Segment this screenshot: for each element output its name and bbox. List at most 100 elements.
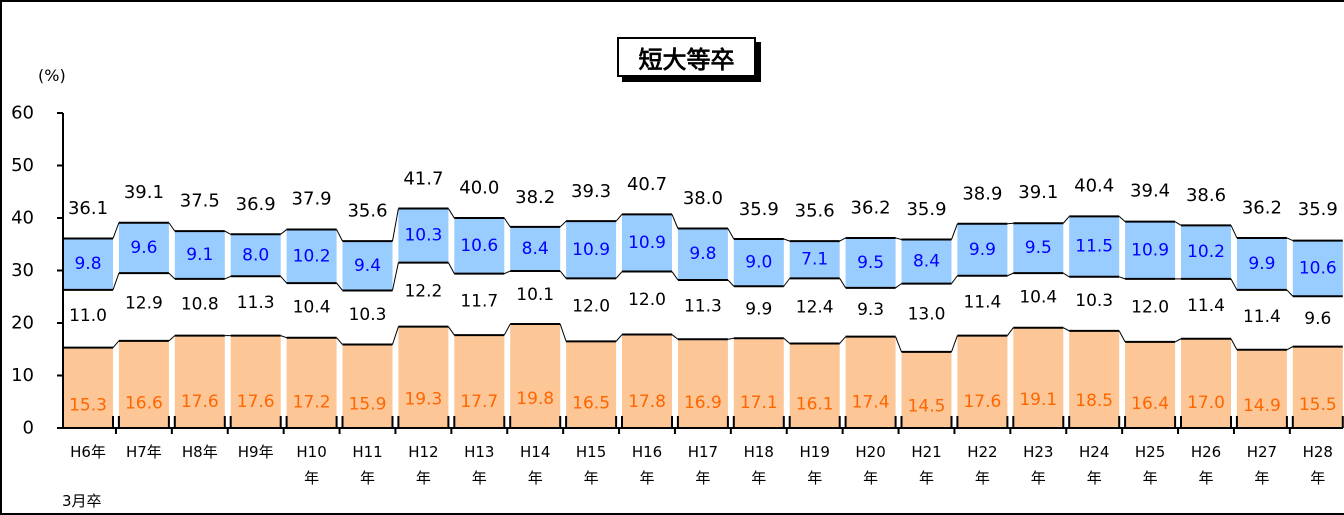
x-tick-label: H26 年 [1191, 443, 1221, 487]
total-label: 39.3 [571, 181, 611, 202]
data-label: 9.9 [969, 240, 996, 260]
connector-line [783, 278, 791, 287]
bar-segment [454, 218, 505, 274]
bar-segment [174, 278, 225, 336]
data-label: 11.3 [237, 293, 275, 313]
data-label: 18.5 [1075, 391, 1113, 411]
connector-line [1174, 338, 1182, 343]
data-label: 11.4 [1243, 307, 1281, 327]
data-label: 16.4 [1131, 394, 1169, 414]
x-tick-label: H6年 [70, 443, 106, 461]
bar-segment [1013, 327, 1064, 428]
total-label: 40.0 [459, 178, 499, 199]
x-tick-label: H13 年 [464, 443, 494, 487]
connector-line [615, 213, 623, 222]
x-tick-label: H14 年 [520, 443, 550, 487]
data-label: 10.9 [628, 233, 666, 253]
data-label: 10.3 [349, 305, 387, 325]
data-label: 15.3 [69, 396, 107, 416]
x-tick-label: H12 年 [408, 443, 438, 487]
data-label: 15.5 [1299, 395, 1337, 415]
connector-line [1230, 278, 1238, 291]
connector-line [280, 229, 287, 235]
data-label: 17.6 [181, 392, 219, 412]
connector-line [168, 272, 176, 280]
connector-line [1286, 289, 1294, 297]
bar-segment [342, 290, 393, 345]
connector-line [1286, 346, 1294, 351]
bar-segment [901, 239, 952, 284]
data-label: 16.6 [125, 394, 163, 414]
connector-line [839, 237, 846, 242]
x-tick-label: H7年 [126, 443, 162, 461]
bar-segment [118, 222, 169, 274]
data-label: 7.1 [801, 250, 828, 270]
x-tick-label: H25 年 [1135, 443, 1165, 487]
connector-line [1063, 272, 1070, 278]
x-tick-label: H16 年 [632, 443, 662, 487]
connector-line [559, 220, 567, 228]
connector-line [112, 272, 120, 291]
connector-line [1007, 272, 1014, 277]
bar-segment [957, 223, 1008, 276]
total-label: 35.6 [347, 201, 387, 222]
bar-segment [845, 287, 896, 337]
connector-line [839, 278, 847, 289]
connector-line [447, 326, 455, 336]
total-label: 38.2 [515, 187, 555, 208]
data-label: 9.9 [745, 300, 772, 320]
bar-segment [1236, 289, 1287, 350]
bar-segment [677, 279, 728, 340]
data-label: 10.8 [181, 294, 219, 314]
bar-segment [789, 241, 840, 279]
data-label: 8.0 [242, 245, 269, 265]
data-label: 12.0 [628, 290, 666, 310]
data-label: 9.5 [857, 253, 884, 273]
total-label: 40.4 [1074, 175, 1114, 196]
data-label: 17.7 [460, 392, 498, 412]
connector-line [783, 337, 791, 344]
connector-line [615, 334, 623, 342]
x-tick-label: H15 年 [576, 443, 606, 487]
connector-line [336, 229, 343, 242]
data-label: 19.8 [516, 389, 554, 409]
connector-line [503, 323, 511, 336]
bar-segment [957, 335, 1008, 428]
bar-segment [901, 283, 952, 352]
total-label: 37.5 [180, 191, 220, 212]
data-label: 16.1 [796, 394, 834, 414]
total-label: 40.7 [627, 174, 667, 195]
bar-segment [230, 234, 281, 277]
y-tick-label: 50 [11, 155, 34, 176]
bar-segment [510, 271, 561, 325]
bar-segment [174, 231, 225, 279]
bar-segment [454, 273, 505, 336]
connector-line [895, 283, 902, 289]
connector-line [1119, 276, 1126, 280]
data-label: 8.4 [913, 252, 940, 272]
data-label: 16.5 [572, 394, 610, 414]
connector-line [168, 335, 176, 342]
data-label: 11.7 [460, 291, 498, 311]
total-label: 39.1 [124, 182, 164, 203]
connector-line [224, 275, 231, 280]
bar-segment [677, 228, 728, 280]
bar-segment [230, 335, 281, 428]
bar-segment [1181, 338, 1231, 428]
connector-line [727, 337, 734, 340]
data-label: 9.9 [1248, 254, 1275, 274]
y-axis-label: (%) [38, 66, 66, 85]
total-label: 38.0 [683, 188, 723, 209]
bar-segment [342, 344, 393, 428]
bar-segment [230, 276, 281, 336]
bar-segment [510, 226, 561, 272]
bar-segment [622, 271, 672, 335]
data-label: 12.4 [796, 298, 834, 318]
connector-line [951, 335, 958, 353]
connector-line [503, 217, 511, 228]
data-label: 11.4 [963, 293, 1001, 313]
x-tick-label: H22 年 [967, 443, 997, 487]
data-label: 17.4 [852, 392, 890, 412]
total-label: 35.9 [906, 199, 946, 220]
